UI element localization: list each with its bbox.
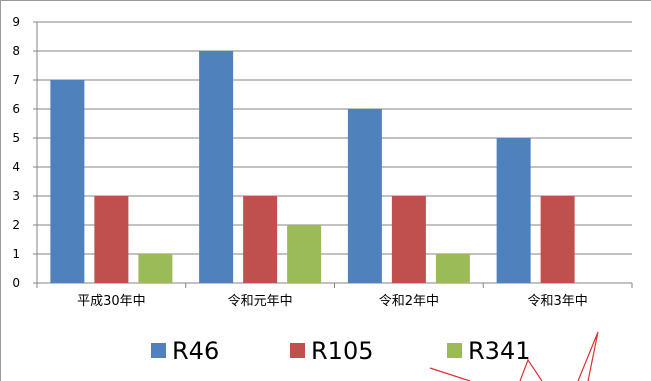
bar-r105 xyxy=(94,196,129,283)
x-axis: 平成30年中 令和元年中 令和2年中 令和3年中 xyxy=(36,283,633,309)
x-tick-label: 令和元年中 xyxy=(228,294,293,309)
legend-label-r46: R46 xyxy=(172,337,219,365)
y-tick-label: 9 xyxy=(12,15,20,29)
x-tick-label: 令和2年中 xyxy=(379,294,439,309)
y-axis: 0 1 2 3 4 5 6 7 8 9 xyxy=(12,15,38,290)
x-tick-label: 令和3年中 xyxy=(527,294,587,309)
legend-swatch-r46 xyxy=(151,343,166,358)
bar-r341 xyxy=(287,225,322,283)
legend: R46 R105 R341 xyxy=(151,337,530,365)
bar-r46 xyxy=(50,80,85,283)
y-tick-label: 3 xyxy=(12,189,20,203)
y-tick-label: 0 xyxy=(12,276,20,290)
bar-r105 xyxy=(243,196,278,283)
bar-r46 xyxy=(199,51,234,283)
bar-r46 xyxy=(496,138,531,283)
bar-r46 xyxy=(347,109,382,283)
y-tick-label: 4 xyxy=(12,160,20,174)
y-tick-label: 2 xyxy=(12,218,20,232)
y-tick-label: 5 xyxy=(12,131,20,145)
bar-r341 xyxy=(435,254,470,283)
legend-label-r105: R105 xyxy=(311,337,373,365)
legend-label-r341: R341 xyxy=(468,337,530,365)
bar-r341 xyxy=(138,254,173,283)
y-tick-label: 7 xyxy=(12,73,20,87)
y-tick-label: 1 xyxy=(12,247,20,261)
x-tick-label: 平成30年中 xyxy=(77,294,146,309)
bar-r105 xyxy=(391,196,426,283)
y-tick-label: 6 xyxy=(12,102,20,116)
legend-swatch-r105 xyxy=(290,343,305,358)
bars xyxy=(50,51,575,283)
bar-r105 xyxy=(540,196,575,283)
y-tick-label: 8 xyxy=(12,44,20,58)
legend-swatch-r341 xyxy=(447,343,462,358)
callout-shape xyxy=(429,331,599,381)
